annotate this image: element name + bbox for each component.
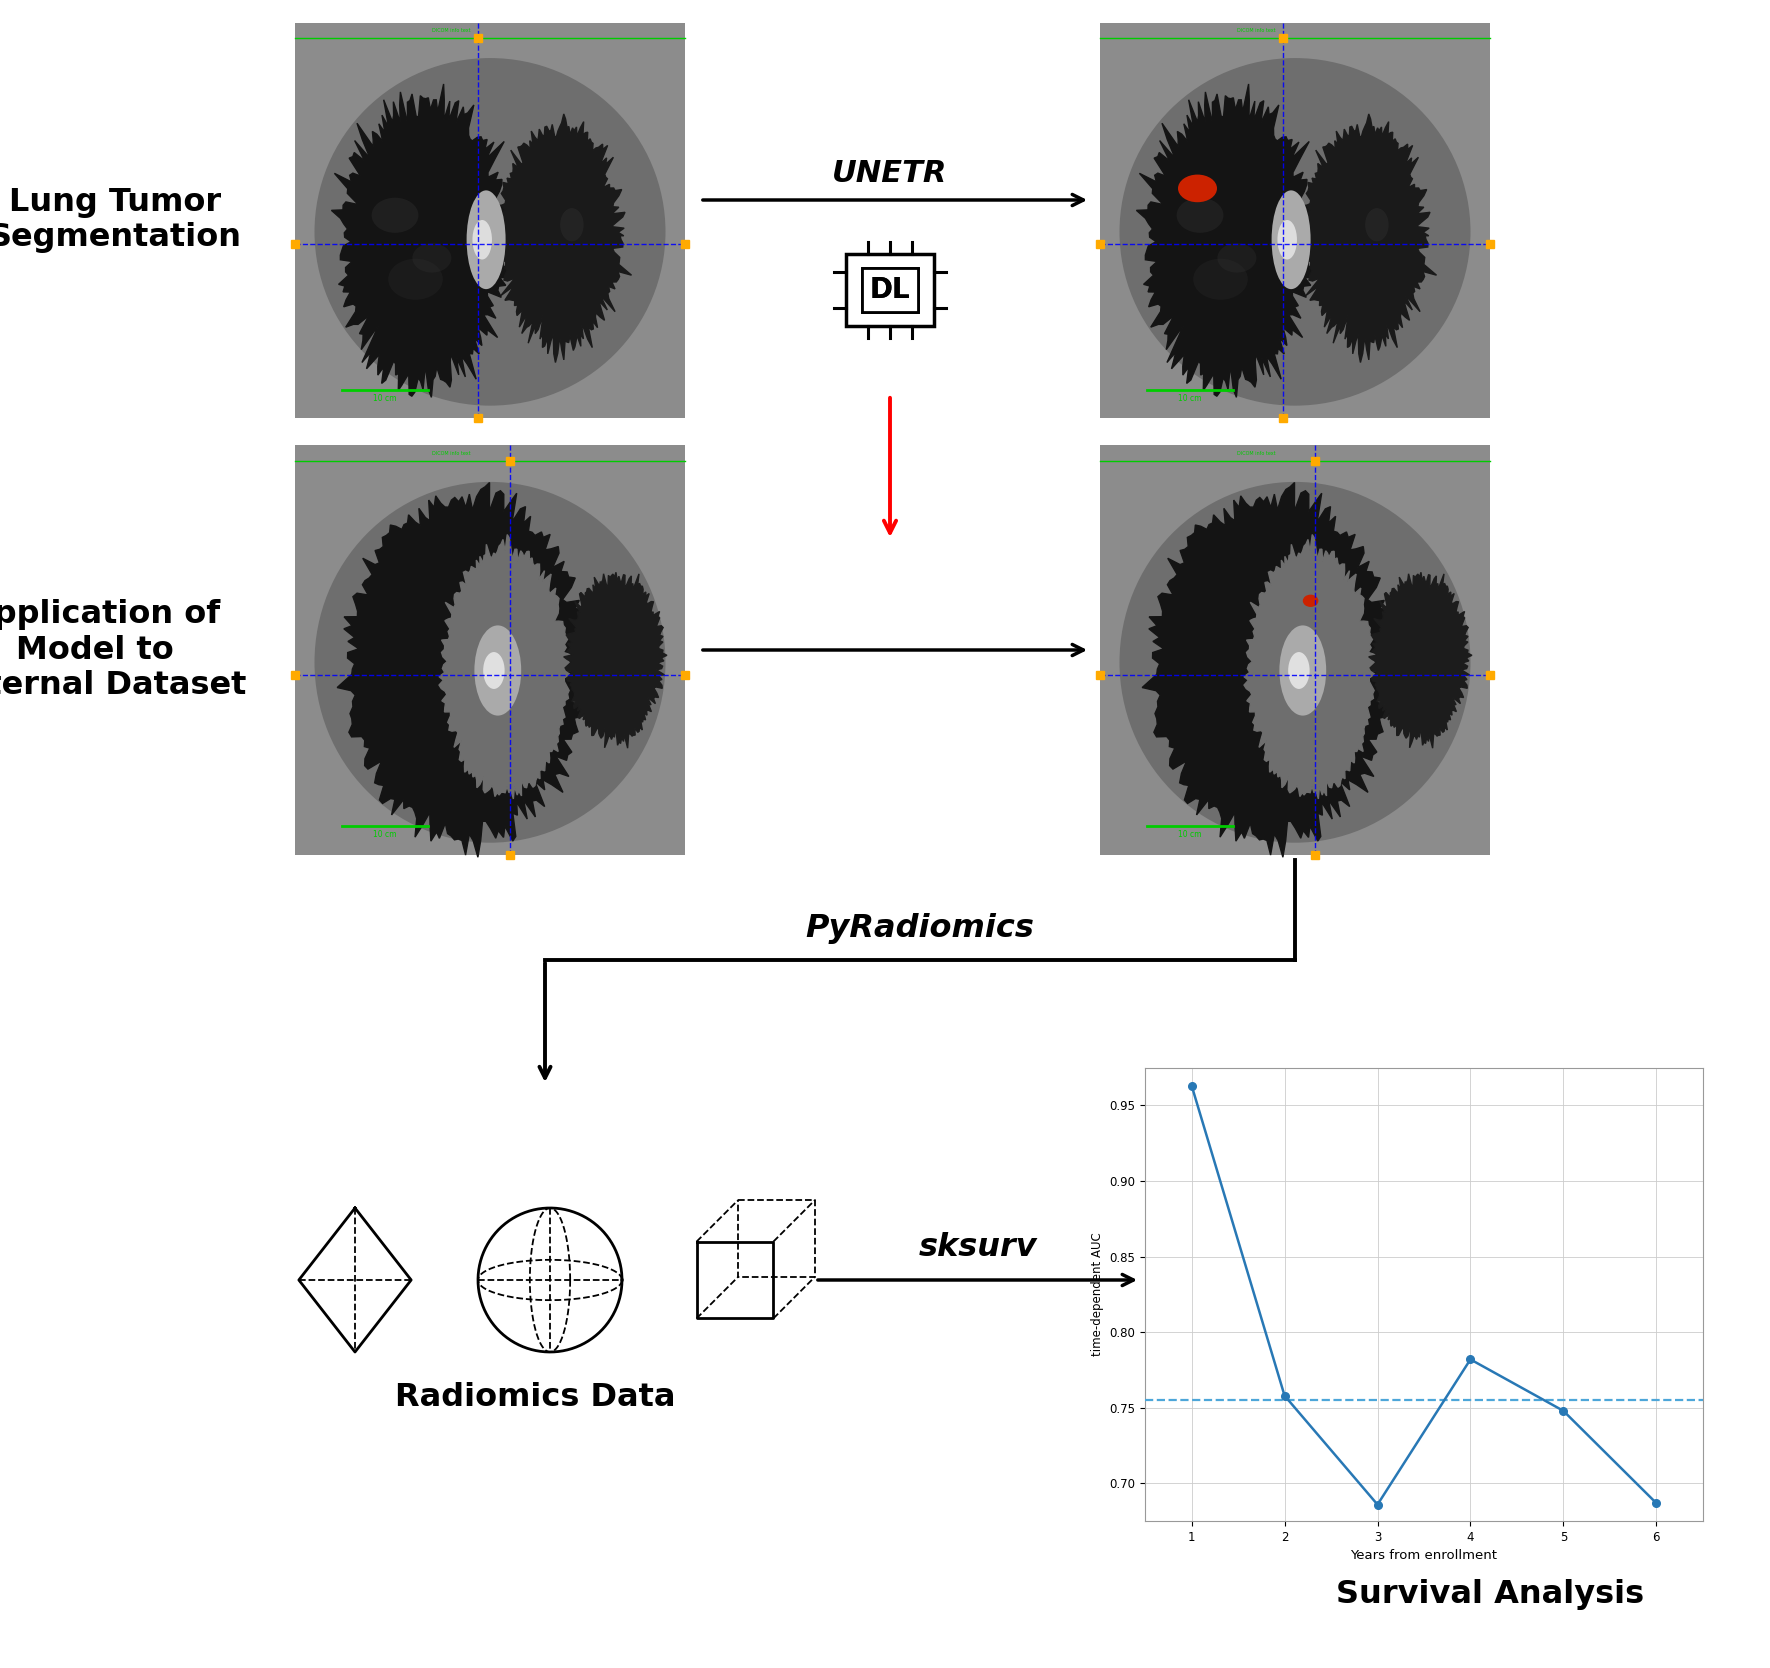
Ellipse shape (388, 259, 442, 300)
Text: sksurv: sksurv (919, 1233, 1037, 1263)
Ellipse shape (1119, 482, 1471, 842)
Text: DICOM info text: DICOM info text (1237, 450, 1276, 455)
Text: 10 cm: 10 cm (1179, 394, 1202, 402)
Text: UNETR: UNETR (832, 158, 947, 187)
Ellipse shape (315, 482, 666, 842)
Ellipse shape (473, 220, 492, 260)
Text: 10 cm: 10 cm (373, 394, 396, 402)
Polygon shape (331, 83, 515, 397)
Ellipse shape (1193, 259, 1248, 300)
FancyBboxPatch shape (862, 269, 919, 312)
Text: DICOM info text: DICOM info text (432, 450, 471, 455)
Polygon shape (1303, 113, 1437, 362)
Text: PyRadiomics: PyRadiomics (805, 912, 1034, 944)
X-axis label: Years from enrollment: Years from enrollment (1351, 1550, 1497, 1563)
Ellipse shape (1278, 220, 1297, 260)
Text: Radiomics Data: Radiomics Data (395, 1383, 674, 1413)
Text: 10 cm: 10 cm (1179, 831, 1202, 839)
Polygon shape (1368, 572, 1473, 749)
Bar (296, 22, 685, 417)
Ellipse shape (474, 626, 520, 716)
Text: DL: DL (869, 275, 910, 304)
Ellipse shape (1271, 190, 1310, 289)
Text: Lung Tumor
Segmentation: Lung Tumor Segmentation (0, 187, 241, 254)
Text: Survival Analysis: Survival Analysis (1336, 1580, 1644, 1611)
Ellipse shape (483, 652, 504, 689)
FancyBboxPatch shape (846, 254, 935, 325)
Ellipse shape (315, 58, 666, 405)
Ellipse shape (372, 198, 418, 234)
Ellipse shape (1365, 208, 1389, 242)
Ellipse shape (1280, 626, 1326, 716)
Bar (1099, 22, 1490, 417)
Ellipse shape (1119, 58, 1471, 405)
Polygon shape (497, 113, 632, 362)
Polygon shape (1136, 83, 1320, 397)
Polygon shape (1142, 482, 1400, 857)
Ellipse shape (1179, 175, 1218, 202)
Text: Application of
Model to
External Dataset: Application of Model to External Dataset (0, 599, 246, 701)
Text: DICOM info text: DICOM info text (432, 28, 471, 33)
Ellipse shape (467, 190, 506, 289)
Y-axis label: time-dependent AUC: time-dependent AUC (1090, 1233, 1104, 1356)
Ellipse shape (1289, 652, 1310, 689)
Ellipse shape (1303, 595, 1319, 607)
FancyBboxPatch shape (862, 269, 919, 312)
Polygon shape (336, 482, 595, 857)
Text: DL: DL (869, 275, 910, 304)
Ellipse shape (559, 208, 584, 242)
Ellipse shape (412, 244, 451, 272)
Ellipse shape (1177, 198, 1223, 234)
Text: DICOM info text: DICOM info text (1237, 28, 1276, 33)
Ellipse shape (1218, 244, 1257, 272)
Polygon shape (1244, 534, 1377, 799)
Text: 10 cm: 10 cm (373, 831, 396, 839)
Bar (296, 445, 685, 856)
Bar (1099, 445, 1490, 856)
Polygon shape (563, 572, 667, 749)
Polygon shape (439, 534, 572, 799)
